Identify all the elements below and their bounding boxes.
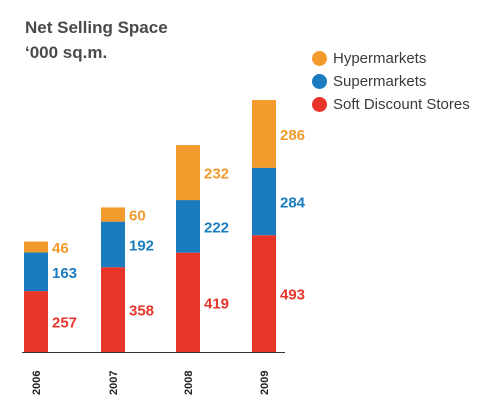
value-label-soft-discount-stores-2008: 419 [204, 295, 229, 312]
bar-soft-discount-stores-2008 [176, 252, 200, 352]
bar-hypermarkets-2009 [252, 100, 276, 168]
legend-swatch-soft-discount-stores [312, 97, 327, 112]
value-label-supermarkets-2007: 192 [129, 237, 154, 254]
legend-label: Supermarkets [333, 73, 427, 90]
bar-supermarkets-2007 [101, 221, 125, 268]
bar-hypermarkets-2006 [24, 241, 48, 253]
x-tick-label-2008: 2008 [183, 371, 195, 395]
x-tick-label-2007: 2007 [108, 371, 120, 395]
value-label-soft-discount-stores-2006: 257 [52, 315, 77, 332]
legend-label: Hypermarkets [333, 50, 427, 67]
value-label-hypermarkets-2006: 46 [52, 240, 69, 257]
bar-hypermarkets-2007 [101, 207, 125, 222]
bar-soft-discount-stores-2006 [24, 291, 48, 352]
chart-legend: Hypermarkets Supermarkets Soft Discount … [312, 47, 470, 116]
x-tick-label-2006: 2006 [31, 371, 43, 395]
legend-swatch-supermarkets [312, 74, 327, 89]
value-label-supermarkets-2006: 163 [52, 265, 77, 282]
value-label-hypermarkets-2007: 60 [129, 208, 146, 225]
legend-item-soft-discount-stores: Soft Discount Stores [312, 93, 470, 116]
bar-supermarkets-2008 [176, 200, 200, 253]
chart-title: Net Selling Space [25, 18, 168, 37]
bar-supermarkets-2009 [252, 167, 276, 236]
legend-swatch-hypermarkets [312, 51, 327, 66]
value-label-soft-discount-stores-2009: 493 [280, 287, 305, 304]
value-label-supermarkets-2009: 284 [280, 195, 306, 212]
bar-supermarkets-2006 [24, 252, 48, 292]
legend-item-supermarkets: Supermarkets [312, 70, 470, 93]
x-tick-label-2009: 2009 [259, 371, 271, 395]
value-label-hypermarkets-2008: 232 [204, 166, 229, 183]
bar-soft-discount-stores-2009 [252, 235, 276, 352]
value-label-supermarkets-2008: 222 [204, 219, 229, 236]
bar-soft-discount-stores-2007 [101, 267, 125, 352]
value-label-hypermarkets-2009: 286 [280, 127, 305, 144]
value-label-soft-discount-stores-2007: 358 [129, 303, 154, 320]
legend-label: Soft Discount Stores [333, 96, 470, 113]
chart-subtitle: ‘000 sq.m. [25, 43, 108, 62]
legend-item-hypermarkets: Hypermarkets [312, 47, 470, 70]
bar-hypermarkets-2008 [176, 145, 200, 201]
